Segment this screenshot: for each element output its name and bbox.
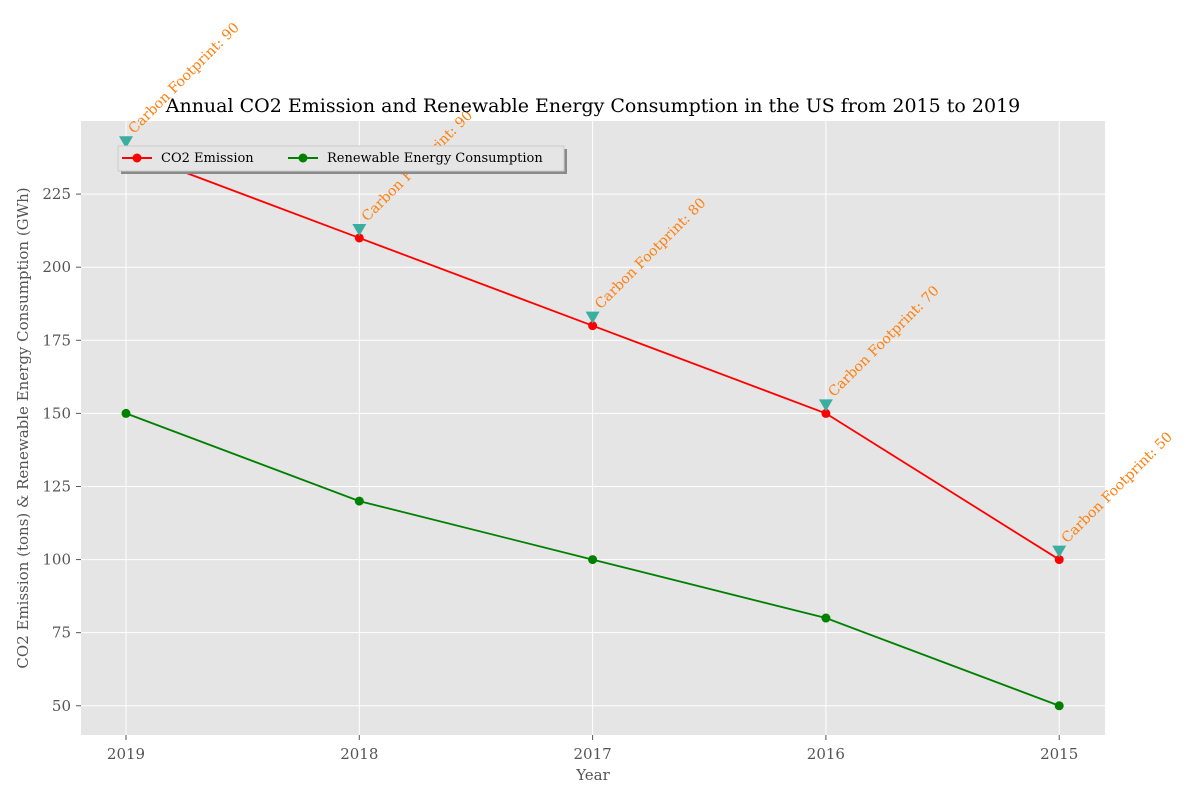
series-point — [354, 233, 364, 243]
x-tick-label: 2017 — [574, 745, 612, 763]
y-tick-label: 75 — [52, 624, 71, 642]
series-point — [1054, 555, 1064, 565]
legend-marker-renewable — [298, 153, 308, 163]
y-tick-label: 150 — [42, 404, 71, 422]
annotation-marker — [119, 136, 133, 149]
series-point — [1054, 701, 1064, 711]
annotation-marker — [818, 399, 833, 412]
annotation-marker — [1052, 545, 1067, 558]
x-tick-label: 2019 — [107, 745, 145, 763]
y-tick-label: 200 — [42, 258, 71, 276]
chart-title: Annual CO2 Emission and Renewable Energy… — [165, 95, 1021, 117]
annotation-marker — [585, 311, 600, 324]
series-point — [588, 321, 598, 331]
y-axis-ticks: 50 75 100 125 150 175 200 225 — [42, 185, 81, 715]
grid-lines — [81, 121, 1105, 735]
y-axis-label: CO2 Emission (tons) & Renewable Energy C… — [14, 187, 32, 668]
series-point — [821, 408, 831, 418]
y-tick-label: 175 — [42, 331, 71, 349]
y-tick-label: 125 — [42, 477, 71, 495]
series-point — [821, 613, 831, 623]
series-layer — [121, 145, 1064, 711]
x-axis-ticks: 2019 2018 2017 2016 2015 — [107, 735, 1078, 763]
series-point — [354, 496, 364, 506]
x-axis-label: Year — [575, 766, 610, 784]
annotation-label: Carbon Footprint: 90 — [126, 20, 243, 137]
x-tick-label: 2015 — [1040, 745, 1078, 763]
legend-label-renewable: Renewable Energy Consumption — [327, 151, 543, 166]
y-tick-label: 225 — [42, 185, 71, 203]
y-tick-label: 50 — [52, 697, 71, 715]
series-point — [121, 408, 131, 418]
legend-box — [117, 145, 565, 172]
y-tick-label: 100 — [42, 551, 71, 569]
x-tick-label: 2016 — [807, 745, 845, 763]
legend-label-co2: CO2 Emission — [161, 151, 254, 166]
legend-marker-co2 — [132, 153, 142, 163]
x-tick-label: 2018 — [340, 745, 378, 763]
legend: CO2 Emission Renewable Energy Consumptio… — [117, 145, 567, 174]
annotation-marker — [352, 223, 367, 236]
series-point — [588, 555, 598, 565]
